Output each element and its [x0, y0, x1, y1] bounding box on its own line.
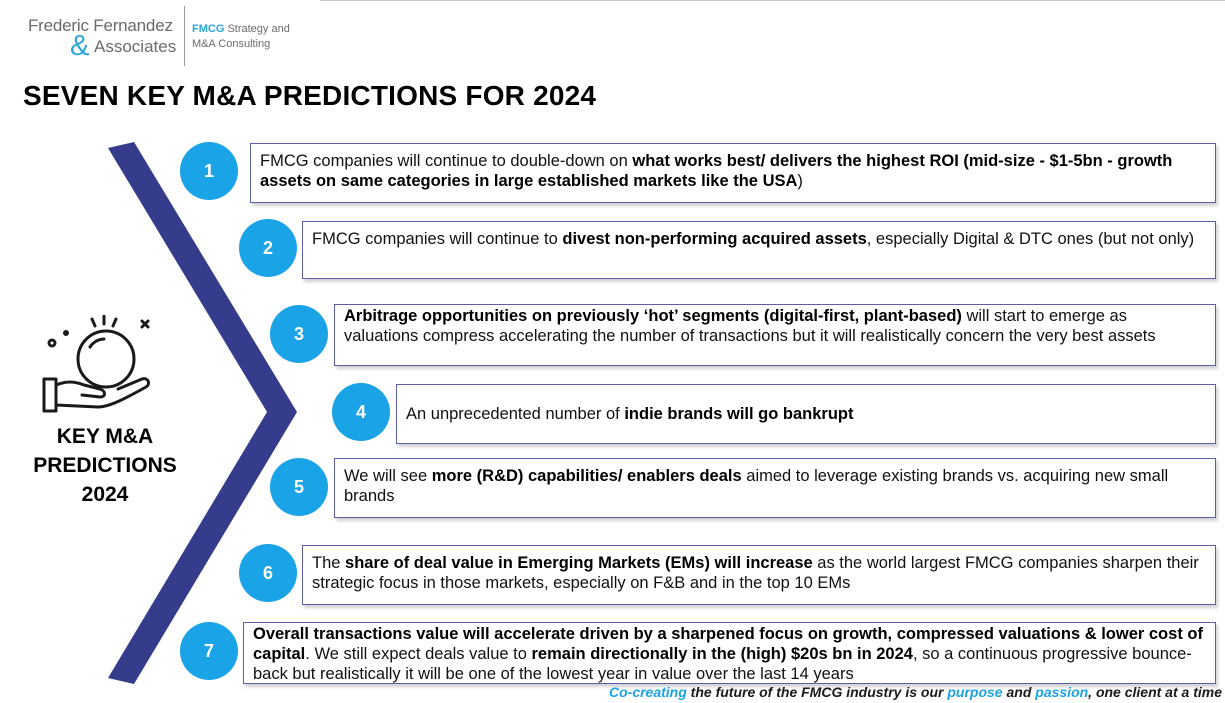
- prediction-5-text-c: aimed to leverage existing brands vs. ac…: [344, 467, 1169, 505]
- prediction-box-2: FMCG companies will continue to divest n…: [302, 221, 1216, 279]
- prediction-number-6: 6: [239, 544, 297, 602]
- prediction-3-text-b: will start to emerge as valuations compr…: [344, 307, 1156, 345]
- logo-tagline-brand: FMCG: [192, 23, 225, 35]
- prediction-number-5: 5: [270, 458, 328, 516]
- prediction-number-1: 1: [180, 142, 238, 200]
- prediction-number-2: 2: [239, 219, 297, 277]
- logo-tagline-line2: M&A Consulting: [192, 38, 271, 50]
- footer-highlight-passion: passion: [1035, 684, 1089, 700]
- prediction-3-text-a: Arbitrage opportunities on previously ‘h…: [344, 307, 962, 325]
- prediction-number-4: 4: [332, 383, 390, 441]
- logo-ampersand: &: [70, 30, 90, 62]
- prediction-1-text-c: ): [797, 172, 803, 190]
- logo-name-line2: Associates: [94, 37, 177, 56]
- side-label: KEY M&A PREDICTIONS 2024: [33, 425, 177, 506]
- prediction-6-text-b: share of deal value in Emerging Markets …: [345, 554, 813, 572]
- footer-text-1: the future of the FMCG industry is our: [686, 684, 948, 700]
- logo-tagline-rest: Strategy and: [224, 23, 290, 35]
- prediction-box-3: Arbitrage opportunities on previously ‘h…: [334, 304, 1216, 366]
- prediction-2-text-c: , especially Digital & DTC ones (but not…: [866, 230, 1195, 248]
- prediction-1-text-b: what works best/ delivers the highest RO…: [260, 152, 1173, 190]
- prediction-box-7: Overall transactions value will accelera…: [243, 622, 1216, 684]
- prediction-4-text-b: indie brands will go bankrupt: [624, 405, 854, 423]
- footer-slogan: Co-creating the future of the FMCG indus…: [609, 684, 1222, 700]
- prediction-5-text-a: We will see: [344, 467, 432, 485]
- prediction-7-text-c: remain directionally in the (high) $20s …: [531, 645, 913, 663]
- prediction-box-1: FMCG companies will continue to double-d…: [250, 143, 1216, 203]
- crystal-ball-hand-icon: [42, 315, 151, 413]
- prediction-number-7: 7: [180, 622, 238, 680]
- footer-highlight-cocreating: Co-creating: [609, 684, 687, 700]
- prediction-6-text-c: as the world largest FMCG companies shar…: [312, 554, 1199, 592]
- footer-text-3: , one client at a time: [1088, 684, 1222, 700]
- prediction-4-text-a: An unprecedented number of: [406, 405, 625, 423]
- prediction-2-text-a: FMCG companies will continue to: [312, 230, 563, 248]
- top-divider-line: [320, 0, 1225, 1]
- prediction-box-5: We will see more (R&D) capabilities/ ena…: [334, 458, 1216, 518]
- prediction-6-text-a: The: [312, 554, 346, 572]
- prediction-7-text-b: . We still expect deals value to: [305, 645, 532, 663]
- prediction-7-text-d: , so a continuous progressive bounce-bac…: [253, 645, 1192, 683]
- footer-highlight-purpose: purpose: [947, 684, 1003, 700]
- prediction-box-6: The share of deal value in Emerging Mark…: [302, 545, 1216, 605]
- prediction-number-3: 3: [270, 305, 328, 363]
- logo-divider: [184, 6, 185, 66]
- company-logo: Frederic Fernandez & Associates FMCG Str…: [24, 6, 314, 66]
- footer-text-2: and: [1002, 684, 1036, 700]
- prediction-box-4: An unprecedented number of indie brands …: [396, 384, 1216, 444]
- page-title: SEVEN KEY M&A PREDICTIONS FOR 2024: [23, 80, 597, 111]
- prediction-1-text-a: FMCG companies will continue to double-d…: [260, 152, 633, 170]
- logo-name-line1: Frederic Fernandez: [28, 16, 173, 35]
- prediction-2-text-b: divest non-performing acquired assets: [562, 230, 867, 248]
- prediction-7-text-a: Overall transactions value will accelera…: [253, 625, 1203, 663]
- logo-tagline: FMCG Strategy and M&A Consulting: [192, 22, 290, 52]
- prediction-5-text-b: more (R&D) capabilities/ enablers deals: [431, 467, 742, 485]
